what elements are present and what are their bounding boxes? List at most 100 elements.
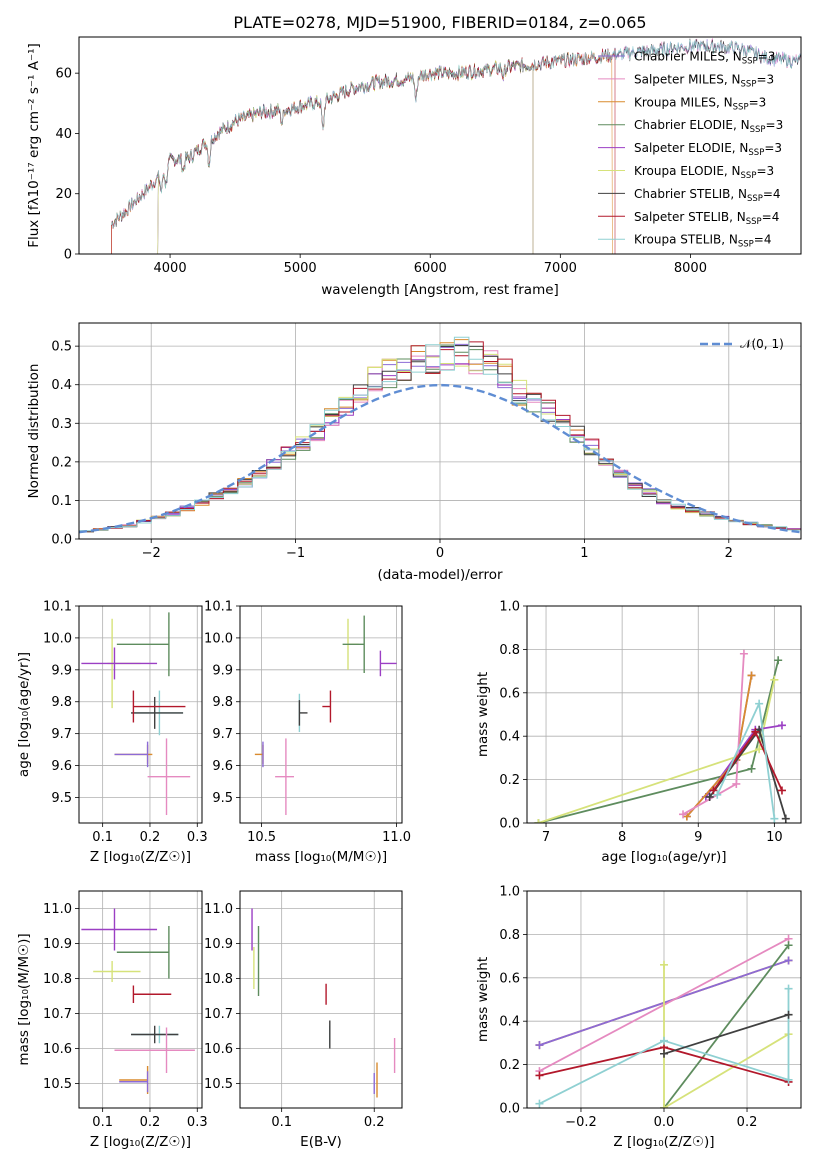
spectrum-line	[111, 48, 616, 254]
y-tick-label: 9.7	[51, 727, 72, 742]
errorbar-point	[81, 647, 158, 680]
weight-marker	[535, 1099, 544, 1108]
errorbar-point	[132, 985, 172, 1003]
errorbar-point	[81, 908, 158, 951]
x-tick-label: −0.2	[565, 1115, 597, 1130]
legend-subscript: SSP	[750, 125, 766, 135]
legend-entry: Chabrier STELIB, NSSP=4	[634, 187, 781, 204]
legend-entry: Kroupa STELIB, NSSP=4	[634, 233, 772, 250]
errorbar-point	[147, 738, 191, 816]
errorbar-point	[275, 738, 294, 816]
axes-frame	[78, 36, 802, 255]
legend-text: Salpeter ELODIE, N	[634, 141, 748, 155]
weight-marker	[784, 1075, 793, 1084]
y-tick-label: 10.0	[43, 631, 72, 646]
y-tick-label: 9.9	[51, 663, 72, 678]
x-axis-label: age [log₁₀(age/yr)]	[601, 849, 726, 865]
x-tick-label: 0.1	[271, 1115, 292, 1130]
weight-marker	[770, 814, 779, 823]
panel-6: 0.1 0.2 0.3 10.5 10.6 10.7 10.8 10.9 11.0 Z [log₁…	[16, 890, 208, 1150]
y-tick-label: 0.4	[499, 1015, 520, 1030]
x-tick-label: 8	[618, 830, 626, 845]
weight-marker	[755, 745, 764, 754]
x-tick-label: 9	[694, 830, 702, 845]
y-tick-label: 20	[55, 187, 72, 202]
legend-suffix: =3	[764, 141, 782, 155]
legend-subscript: SSP	[741, 171, 757, 181]
weight-marker	[535, 1071, 544, 1080]
y-tick-label: 9.7	[212, 727, 233, 742]
x-axis-label: mass [log₁₀(M/M☉)]	[255, 849, 387, 865]
x-tick-label: 10	[766, 830, 783, 845]
y-tick-label: 0.2	[51, 455, 72, 470]
legend-entry: Salpeter MILES, NSSP=3	[634, 72, 774, 89]
x-tick-label: 8000	[674, 261, 707, 276]
x-tick-label: 11.0	[382, 830, 411, 845]
weight-marker	[747, 671, 756, 680]
x-tick-label: 0.1	[92, 1115, 113, 1130]
x-tick-label: 10.5	[247, 830, 276, 845]
legend-subscript: SSP	[742, 57, 758, 67]
plot-area	[534, 649, 790, 823]
legend-subscript: SSP	[747, 194, 763, 204]
errorbar-point	[379, 650, 397, 677]
y-tick-label: 40	[55, 127, 72, 142]
legend-subscript: SSP	[748, 148, 764, 158]
errorbar-point	[322, 690, 332, 723]
legend-text: Chabrier ELODIE, N	[634, 118, 750, 132]
x-tick-label: −2	[142, 546, 161, 561]
axes-frame	[78, 322, 802, 540]
legend-subscript: SSP	[733, 102, 749, 112]
legend-subscript: SSP	[746, 217, 762, 227]
y-tick-label: 10.1	[43, 600, 72, 615]
legend-entry: Chabrier MILES, NSSP=3	[634, 50, 775, 67]
x-axis-label: Z [log₁₀(Z/Z☉)]	[90, 1134, 191, 1150]
y-tick-label: 10.9	[43, 937, 72, 952]
x-axis-label: E(B-V)	[300, 1134, 342, 1150]
y-tick-label: 9.6	[212, 759, 233, 774]
x-tick-label: 1	[580, 546, 588, 561]
plot-area	[111, 37, 801, 254]
axes-frame	[78, 605, 203, 824]
weight-marker	[784, 984, 793, 993]
x-tick-label: 2	[725, 546, 733, 561]
panel-5: 7 8 9 10 0.0 0.2 0.4 0.6 0.8 1.0 age [log₁₀(age/yr…	[475, 600, 802, 865]
weight-marker	[535, 1041, 544, 1050]
legend-text: Chabrier STELIB, N	[634, 187, 747, 201]
weight-line	[663, 1013, 789, 1055]
y-tick-label: 0.2	[499, 773, 520, 788]
panel-1: 4000 5000 6000 7000 8000 0 20 40 60 wavelength [A…	[26, 36, 802, 298]
errorbar-point	[93, 961, 141, 982]
legend-entry: Chabrier ELODIE, NSSP=3	[634, 118, 783, 135]
legend-entry: Salpeter STELIB, NSSP=4	[634, 210, 779, 227]
y-tick-label: 9.8	[212, 695, 233, 710]
weight-marker	[679, 810, 688, 819]
y-tick-label: 0.0	[499, 1102, 520, 1117]
legend-entry: 𝒩(0, 1)	[740, 337, 784, 351]
weight-marker	[751, 727, 760, 736]
weight-marker	[739, 649, 748, 658]
panel-2: −2 −1 0 1 2 0.0 0.1 0.2 0.3 0.4 0.5 (data-model)/er…	[26, 322, 802, 583]
plot-area	[81, 612, 191, 816]
y-tick-label: 0.4	[499, 730, 520, 745]
legend-subscript: SSP	[741, 79, 757, 89]
weight-marker	[709, 786, 718, 795]
y-tick-label: 10.7	[43, 1007, 72, 1022]
y-tick-label: 10.8	[204, 972, 233, 987]
errorbar-point	[114, 741, 149, 768]
x-tick-label: 0.2	[140, 1115, 161, 1130]
plot-area	[81, 908, 195, 1094]
x-tick-label: 0.3	[187, 830, 208, 845]
errorbar-point	[116, 926, 170, 979]
legend: 𝒩(0, 1)	[700, 337, 784, 351]
legend-entry: Kroupa ELODIE, NSSP=3	[634, 164, 774, 181]
y-axis-label: age [log₁₀(age/yr)]	[16, 652, 32, 777]
legend-suffix: =4	[762, 210, 780, 224]
gaussian-curve	[79, 383, 801, 534]
y-tick-label: 9.8	[51, 695, 72, 710]
y-tick-label: 0.2	[499, 1058, 520, 1073]
errorbar-point	[131, 696, 184, 729]
weight-marker	[660, 960, 668, 969]
y-tick-label: 10.5	[43, 1077, 72, 1092]
weight-line	[663, 964, 789, 1108]
